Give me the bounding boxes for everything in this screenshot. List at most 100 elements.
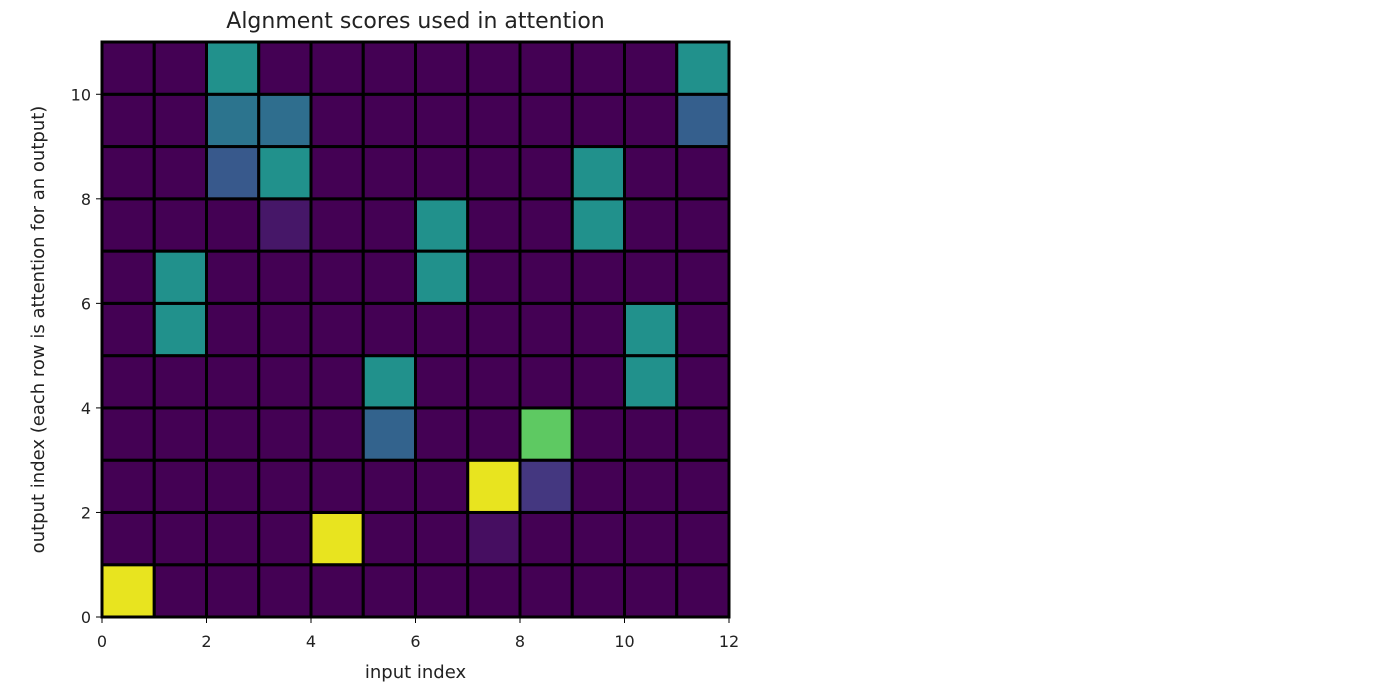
- heatmap-cell-r7-c8: [518, 197, 574, 253]
- x-tick-label: 8: [515, 632, 525, 651]
- heatmap-cell-r5-c7: [466, 301, 522, 358]
- heatmap-cell-r7-c5: [361, 197, 417, 253]
- heatmap-cell-r9-c6: [414, 92, 470, 149]
- heatmap-cell-r3-c0: [100, 406, 156, 462]
- heatmap-cell-r2-c5: [361, 458, 417, 514]
- heatmap-cell-r4-c6: [414, 354, 470, 410]
- heatmap-cell-r3-c10: [623, 406, 679, 462]
- heatmap-cell-r6-c9: [570, 249, 626, 305]
- x-tick-label: 4: [306, 632, 316, 651]
- heatmap-cell-r1-c10: [623, 510, 679, 567]
- heatmap-cell-r6-c2: [205, 249, 261, 305]
- heatmap-cell-r9-c1: [152, 92, 208, 149]
- heatmap-cell-r10-c0: [100, 40, 156, 96]
- heatmap-cell-r6-c7: [466, 249, 522, 305]
- y-tick-label: 0: [81, 608, 91, 627]
- heatmap-cell-r8-c9: [570, 145, 626, 201]
- heatmap-cell-r5-c9: [570, 301, 626, 358]
- heatmap-cell-r10-c10: [623, 40, 679, 96]
- heatmap-cell-r9-c7: [466, 92, 522, 149]
- heatmap-cell-r4-c0: [100, 354, 156, 410]
- y-tick-label: 6: [81, 294, 91, 313]
- heatmap-cell-r3-c11: [675, 406, 731, 462]
- heatmap-cell-r1-c6: [414, 510, 470, 567]
- heatmap-cell-r9-c2: [205, 92, 261, 149]
- x-tick-label: 6: [410, 632, 420, 651]
- heatmap-cell-r8-c0: [100, 145, 156, 201]
- heatmap-cell-r8-c2: [205, 145, 261, 201]
- heatmap-cell-r6-c11: [675, 249, 731, 305]
- heatmap-cell-r5-c5: [361, 301, 417, 358]
- heatmap-cell-r9-c8: [518, 92, 574, 149]
- heatmap-cell-r0-c11: [675, 563, 731, 619]
- heatmap-cell-r3-c7: [466, 406, 522, 462]
- heatmap-cell-r10-c1: [152, 40, 208, 96]
- heatmap-cell-r4-c1: [152, 354, 208, 410]
- heatmap-cell-r9-c3: [257, 92, 313, 149]
- x-tick-label: 0: [97, 632, 107, 651]
- heatmap-cell-r10-c4: [309, 40, 365, 96]
- heatmap-cell-r1-c7: [466, 510, 522, 567]
- x-axis: 0 2 4 6 8 10 12: [97, 617, 739, 651]
- heatmap-cell-r6-c8: [518, 249, 574, 305]
- heatmap-cell-r0-c9: [570, 563, 626, 619]
- heatmap-cell-r4-c10: [623, 354, 679, 410]
- heatmap-cell-r0-c1: [152, 563, 208, 619]
- heatmap-cell-r1-c3: [257, 510, 313, 567]
- heatmap-cell-r10-c9: [570, 40, 626, 96]
- heatmap-cell-r5-c3: [257, 301, 313, 358]
- heatmap-cell-r1-c4: [309, 510, 365, 567]
- heatmap-cell-r2-c1: [152, 458, 208, 514]
- heatmap-cell-r8-c10: [623, 145, 679, 201]
- heatmap-cell-r0-c5: [361, 563, 417, 619]
- heatmap-cell-r1-c1: [152, 510, 208, 567]
- heatmap-cell-r4-c3: [257, 354, 313, 410]
- y-tick-label: 8: [81, 190, 91, 209]
- x-tick-label: 12: [719, 632, 739, 651]
- heatmap-cell-r1-c11: [675, 510, 731, 567]
- heatmap-cell-r7-c3: [257, 197, 313, 253]
- heatmap-cell-r4-c7: [466, 354, 522, 410]
- heatmap-cell-r10-c8: [518, 40, 574, 96]
- heatmap-cells: [100, 40, 731, 619]
- heatmap-cell-r6-c0: [100, 249, 156, 305]
- heatmap-cell-r6-c4: [309, 249, 365, 305]
- heatmap-cell-r5-c4: [309, 301, 365, 358]
- heatmap-cell-r0-c7: [466, 563, 522, 619]
- heatmap-cell-r8-c3: [257, 145, 313, 201]
- heatmap-cell-r4-c9: [570, 354, 626, 410]
- y-axis-label: output index (each row is attention for …: [28, 106, 49, 554]
- heatmap-cell-r7-c6: [414, 197, 470, 253]
- heatmap-cell-r6-c3: [257, 249, 313, 305]
- heatmap-cell-r9-c5: [361, 92, 417, 149]
- heatmap-cell-r3-c4: [309, 406, 365, 462]
- heatmap-cell-r3-c6: [414, 406, 470, 462]
- heatmap-cell-r1-c0: [100, 510, 156, 567]
- heatmap-cell-r3-c5: [361, 406, 417, 462]
- heatmap-cell-r8-c1: [152, 145, 208, 201]
- y-tick-label: 4: [81, 399, 91, 418]
- heatmap-cell-r10-c3: [257, 40, 313, 96]
- heatmap-cell-r3-c3: [257, 406, 313, 462]
- x-tick-label: 2: [201, 632, 211, 651]
- heatmap-cell-r0-c10: [623, 563, 679, 619]
- heatmap-cell-r7-c0: [100, 197, 156, 253]
- heatmap-cell-r3-c9: [570, 406, 626, 462]
- heatmap-cell-r4-c5: [361, 354, 417, 410]
- heatmap-cell-r0-c0: [100, 563, 156, 619]
- heatmap-cell-r0-c8: [518, 563, 574, 619]
- heatmap-cell-r3-c2: [205, 406, 261, 462]
- y-tick-label: 10: [71, 85, 91, 104]
- heatmap-cell-r2-c11: [675, 458, 731, 514]
- heatmap-cell-r7-c4: [309, 197, 365, 253]
- heatmap-cell-r5-c1: [152, 301, 208, 358]
- heatmap-cell-r1-c9: [570, 510, 626, 567]
- heatmap-cell-r10-c7: [466, 40, 522, 96]
- heatmap-cell-r4-c4: [309, 354, 365, 410]
- heatmap-cell-r3-c8: [518, 406, 574, 462]
- heatmap-cell-r9-c11: [675, 92, 731, 149]
- heatmap-cell-r3-c1: [152, 406, 208, 462]
- heatmap-cell-r7-c11: [675, 197, 731, 253]
- heatmap-cell-r7-c1: [152, 197, 208, 253]
